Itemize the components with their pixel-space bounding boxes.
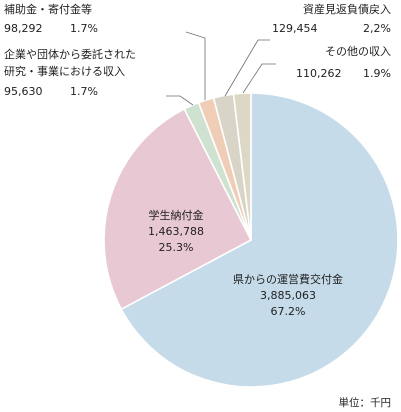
- leader-line-other-income: [242, 63, 276, 94]
- leader-lines: [166, 31, 276, 106]
- slice-label-other-income-name: その他の収入: [325, 45, 391, 58]
- pie-slice-prefectural-grant: [120, 92, 399, 388]
- pie-slices: [103, 92, 399, 388]
- slice-label-commissioned-value: 95,630: [4, 85, 43, 98]
- slice-label-commissioned-percent: 1.7%: [70, 85, 98, 98]
- slice-label-prefectural-grant-value: 3,885,063: [260, 289, 316, 302]
- slice-label-tuition-value: 1,463,788: [148, 225, 204, 238]
- slice-label-asset-reversal-name: 資産見返負債戻入: [303, 2, 391, 16]
- slice-label-commissioned-name-line2: 研究・事業における収入: [4, 64, 125, 78]
- unit-label: 単位：千円: [339, 396, 392, 409]
- slice-label-prefectural-grant-percent: 67.2%: [271, 305, 306, 318]
- leader-line-commissioned: [166, 95, 194, 106]
- slice-label-tuition-percent: 25.3%: [159, 241, 194, 254]
- leader-line-asset-reversal: [224, 39, 270, 97]
- slice-label-subsidies-percent: 1.7%: [70, 22, 98, 35]
- slice-label-other-income-value: 110,262: [296, 67, 342, 80]
- pie-slice-tuition: [103, 107, 253, 311]
- slice-label-subsidies-value: 98,292: [4, 22, 43, 35]
- slice-label-tuition-name: 学生納付金: [149, 208, 204, 222]
- slice-label-asset-reversal-percent: 2,2%: [363, 22, 391, 35]
- slice-label-asset-reversal-value: 129,454: [272, 22, 318, 35]
- slice-label-other-income-percent: 1.9%: [363, 67, 391, 80]
- slice-label-prefectural-grant-name: 県からの運営費交付金: [233, 272, 343, 286]
- slice-label-commissioned-name-line1: 企業や団体から委託された: [4, 47, 136, 61]
- slice-label-subsidies-name: 補助金・寄付金等: [4, 2, 92, 16]
- leader-line-subsidies: [185, 31, 206, 100]
- pie-slice-other-income: [232, 92, 252, 241]
